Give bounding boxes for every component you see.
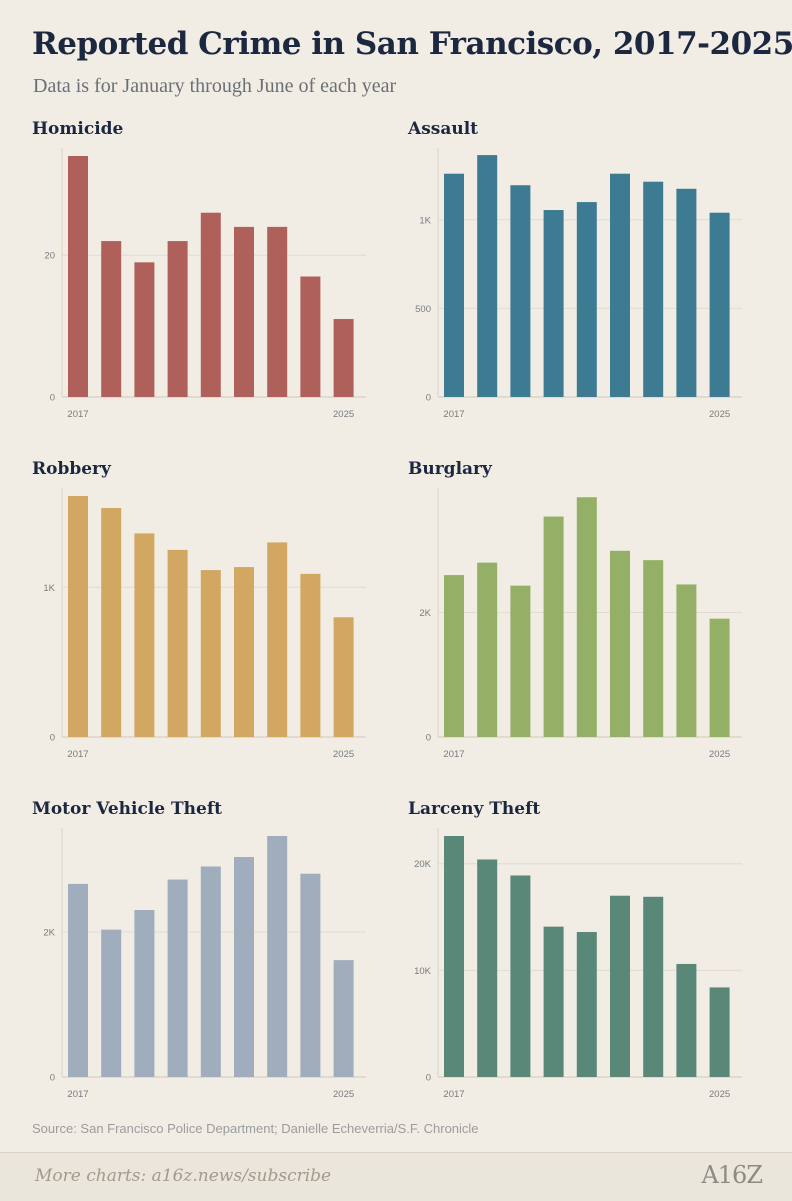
larceny-theft-y-tick-label: 20K <box>414 859 432 870</box>
homicide-y-tick-label: 20 <box>44 251 55 262</box>
homicide-chart: 0 20 2017 2025 <box>44 148 366 420</box>
motor-vehicle-theft-bar-2023 <box>267 836 288 1077</box>
homicide-y-tick-label: 0 <box>50 393 55 404</box>
robbery-bar-2020 <box>167 549 188 737</box>
larceny-theft-bar-2019 <box>510 875 531 1077</box>
page-title: Reported Crime in San Francisco, 2017-20… <box>32 26 792 62</box>
assault-bar-2023 <box>643 181 664 397</box>
robbery-bar-2023 <box>267 542 288 737</box>
larceny-theft-bar-2018 <box>477 859 498 1077</box>
robbery-bar-2024 <box>300 573 321 737</box>
larceny-theft-bar-2017 <box>444 836 464 1077</box>
robbery-bar-2017 <box>68 496 88 737</box>
assault-x-tick-label: 2017 <box>443 409 464 420</box>
robbery-x-tick-label: 2025 <box>333 749 354 760</box>
chart-title-homicide: Homicide <box>32 119 124 139</box>
robbery-bar-2019 <box>134 533 155 737</box>
burglary-y-tick-label: 2K <box>419 608 431 619</box>
larceny-theft-bar-2021 <box>576 931 597 1077</box>
larceny-theft-bar-2025 <box>709 987 730 1077</box>
footer-bar: More charts: a16z.news/subscribe A16Z <box>0 1152 792 1201</box>
assault-bar-2025 <box>709 212 730 397</box>
larceny-theft-x-tick-label: 2017 <box>443 1089 464 1100</box>
larceny-theft-y-tick-label: 0 <box>426 1073 431 1084</box>
burglary-bar-2020 <box>543 516 564 737</box>
burglary-chart: 0 2K 2017 2025 <box>419 488 742 760</box>
assault-bar-2022 <box>610 173 630 397</box>
larceny-theft-y-tick-label: 10K <box>414 966 432 977</box>
motor-vehicle-theft-bar-2024 <box>300 873 321 1077</box>
assault-y-tick-label: 1K <box>419 215 431 226</box>
source-note: Source: San Francisco Police Department;… <box>32 1121 479 1136</box>
assault-bar-2021 <box>576 202 597 397</box>
assault-bar-2019 <box>510 185 531 397</box>
homicide-x-tick-label: 2025 <box>333 409 354 420</box>
motor-vehicle-theft-bar-2021 <box>200 866 221 1077</box>
chart-title-motor-vehicle-theft: Motor Vehicle Theft <box>32 799 223 819</box>
robbery-chart: 0 1K 2017 2025 <box>43 488 366 760</box>
larceny-theft-bar-2023 <box>643 896 664 1077</box>
burglary-x-tick-label: 2025 <box>709 749 730 760</box>
assault-bar-2024 <box>676 188 697 397</box>
larceny-theft-bar-2022 <box>610 895 630 1077</box>
robbery-bar-2018 <box>101 507 122 737</box>
page-subtitle: Data is for January through June of each… <box>33 75 397 97</box>
chart-title-assault: Assault <box>408 119 479 139</box>
assault-chart: 0 500 1K 2017 2025 <box>415 148 742 420</box>
motor-vehicle-theft-y-tick-label: 0 <box>50 1073 55 1084</box>
assault-bar-2020 <box>543 210 564 397</box>
motor-vehicle-theft-x-tick-label: 2025 <box>333 1089 354 1100</box>
larceny-theft-bar-2024 <box>676 963 697 1077</box>
assault-bar-2018 <box>477 155 498 397</box>
larceny-theft-x-tick-label: 2025 <box>709 1089 730 1100</box>
robbery-bar-2021 <box>200 570 221 737</box>
homicide-bar-2021 <box>200 212 221 397</box>
homicide-bar-2017 <box>68 156 88 397</box>
larceny-theft-chart: 0 10K 20K 2017 2025 <box>414 828 742 1100</box>
subscribe-link[interactable]: More charts: a16z.news/subscribe <box>35 1166 332 1186</box>
burglary-bar-2022 <box>610 550 630 737</box>
motor-vehicle-theft-bar-2018 <box>101 929 122 1077</box>
motor-vehicle-theft-x-tick-label: 2017 <box>67 1089 88 1100</box>
burglary-bar-2019 <box>510 585 531 737</box>
homicide-bar-2025 <box>333 319 354 397</box>
motor-vehicle-theft-bar-2017 <box>68 883 88 1077</box>
motor-vehicle-theft-bar-2019 <box>134 910 155 1077</box>
burglary-bar-2025 <box>709 618 730 737</box>
robbery-bar-2025 <box>333 617 354 737</box>
a16z-logo: A16Z <box>701 1161 763 1189</box>
homicide-x-tick-label: 2017 <box>67 409 88 420</box>
motor-vehicle-theft-y-tick-label: 2K <box>43 927 55 938</box>
homicide-bar-2020 <box>167 241 188 397</box>
chart-title-larceny-theft: Larceny Theft <box>408 799 541 819</box>
burglary-bar-2017 <box>444 575 464 737</box>
motor-vehicle-theft-bar-2025 <box>333 960 354 1077</box>
homicide-bar-2024 <box>300 276 321 397</box>
burglary-bar-2021 <box>576 497 597 737</box>
motor-vehicle-theft-bar-2020 <box>167 879 188 1077</box>
burglary-bar-2023 <box>643 560 664 737</box>
robbery-y-tick-label: 1K <box>43 583 55 594</box>
chart-title-robbery: Robbery <box>32 459 111 479</box>
robbery-x-tick-label: 2017 <box>67 749 88 760</box>
motor-vehicle-theft-chart: 0 2K 2017 2025 <box>43 828 366 1100</box>
homicide-bar-2023 <box>267 226 288 397</box>
assault-x-tick-label: 2025 <box>709 409 730 420</box>
homicide-bar-2018 <box>101 241 122 397</box>
robbery-y-tick-label: 0 <box>50 733 55 744</box>
assault-y-tick-label: 500 <box>415 304 431 315</box>
burglary-x-tick-label: 2017 <box>443 749 464 760</box>
homicide-bar-2022 <box>234 226 254 397</box>
motor-vehicle-theft-bar-2022 <box>234 857 254 1077</box>
burglary-y-tick-label: 0 <box>426 733 431 744</box>
robbery-bar-2022 <box>234 567 254 737</box>
larceny-theft-bar-2020 <box>543 926 564 1077</box>
assault-y-tick-label: 0 <box>426 393 431 404</box>
burglary-bar-2024 <box>676 584 697 737</box>
homicide-bar-2019 <box>134 262 155 397</box>
chart-title-burglary: Burglary <box>408 459 492 479</box>
assault-bar-2017 <box>444 173 464 397</box>
burglary-bar-2018 <box>477 562 498 737</box>
